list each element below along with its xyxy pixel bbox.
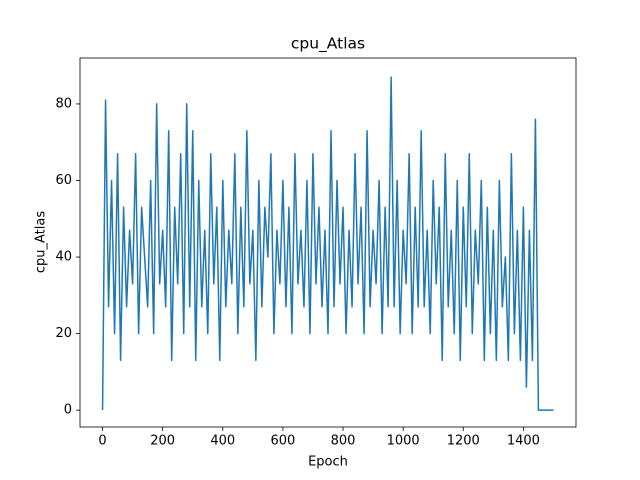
x-tick-label: 1400 bbox=[507, 434, 540, 449]
x-tick-label: 400 bbox=[210, 434, 235, 449]
y-tick-label: 0 bbox=[64, 403, 72, 418]
data-line bbox=[101, 76, 554, 411]
y-tick-label: 40 bbox=[55, 250, 72, 265]
y-tick-label: 20 bbox=[55, 326, 72, 341]
x-axis-label: Epoch bbox=[308, 455, 348, 470]
x-tick-label: 1000 bbox=[387, 434, 420, 449]
x-tick-label: 800 bbox=[331, 434, 356, 449]
x-tick-label: 1200 bbox=[447, 434, 480, 449]
chart-title: cpu_Atlas bbox=[291, 35, 365, 54]
y-tick-label: 60 bbox=[55, 173, 72, 188]
y-axis-label: cpu_Atlas bbox=[34, 211, 49, 273]
plot-frame bbox=[79, 57, 577, 428]
x-tick-label: 600 bbox=[270, 434, 295, 449]
x-tick-label: 200 bbox=[150, 434, 175, 449]
x-tick-label: 0 bbox=[98, 434, 106, 449]
y-tick-label: 80 bbox=[55, 96, 72, 111]
